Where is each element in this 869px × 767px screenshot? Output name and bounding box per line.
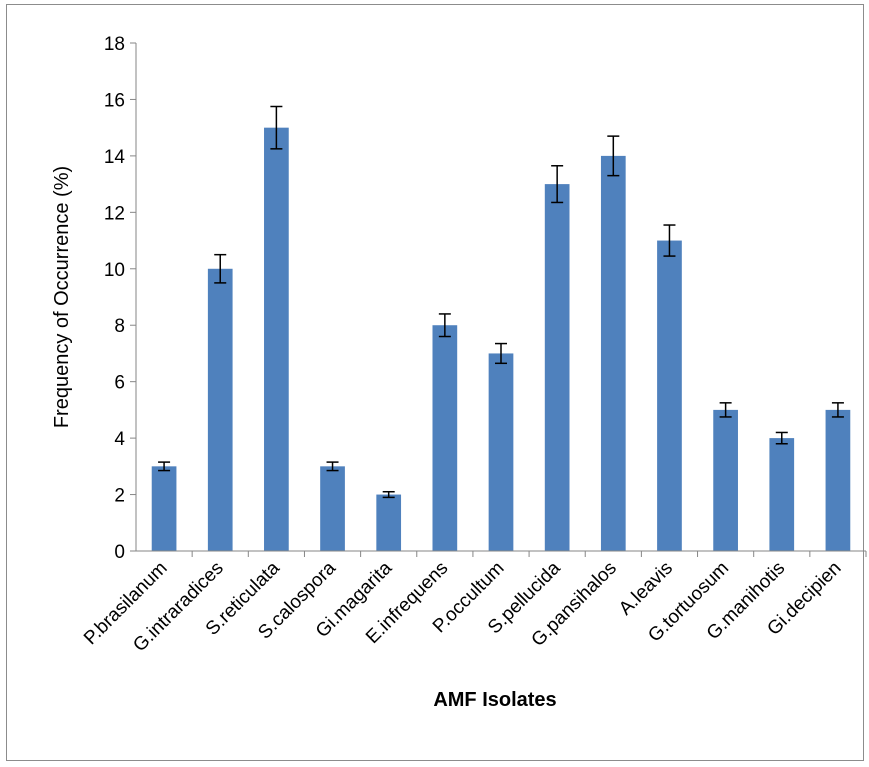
y-tick-label: 14 [104, 147, 126, 168]
y-tick-label: 4 [114, 429, 125, 450]
x-axis-title: AMF Isolates [433, 689, 556, 711]
y-axis-title: Frequency of Occurrence (%) [51, 166, 73, 428]
bar [208, 269, 233, 551]
bar [769, 438, 794, 551]
bar [320, 466, 345, 551]
bar [545, 184, 570, 551]
y-tick-label: 18 [104, 34, 125, 55]
bar [713, 410, 738, 551]
y-tick-label: 12 [104, 203, 125, 224]
bar [601, 156, 626, 551]
y-tick-label: 8 [114, 316, 125, 337]
y-axis-ticks: 0 2 4 6 8 10 12 14 16 18 [104, 34, 136, 563]
y-tick-label: 6 [114, 373, 125, 394]
bar [264, 128, 289, 551]
bars [152, 128, 851, 551]
y-tick-label: 10 [104, 260, 125, 281]
y-tick-label: 0 [114, 542, 125, 563]
bar [432, 325, 457, 551]
bar [826, 410, 851, 551]
bar [376, 495, 401, 551]
bar [489, 353, 514, 551]
x-axis-tick-labels: P.brasilanumG.intraradicesS.reticulataS.… [80, 551, 866, 656]
y-tick-label: 2 [114, 486, 125, 507]
bar [152, 466, 177, 551]
y-tick-label: 16 [104, 90, 125, 111]
bar [657, 241, 682, 551]
